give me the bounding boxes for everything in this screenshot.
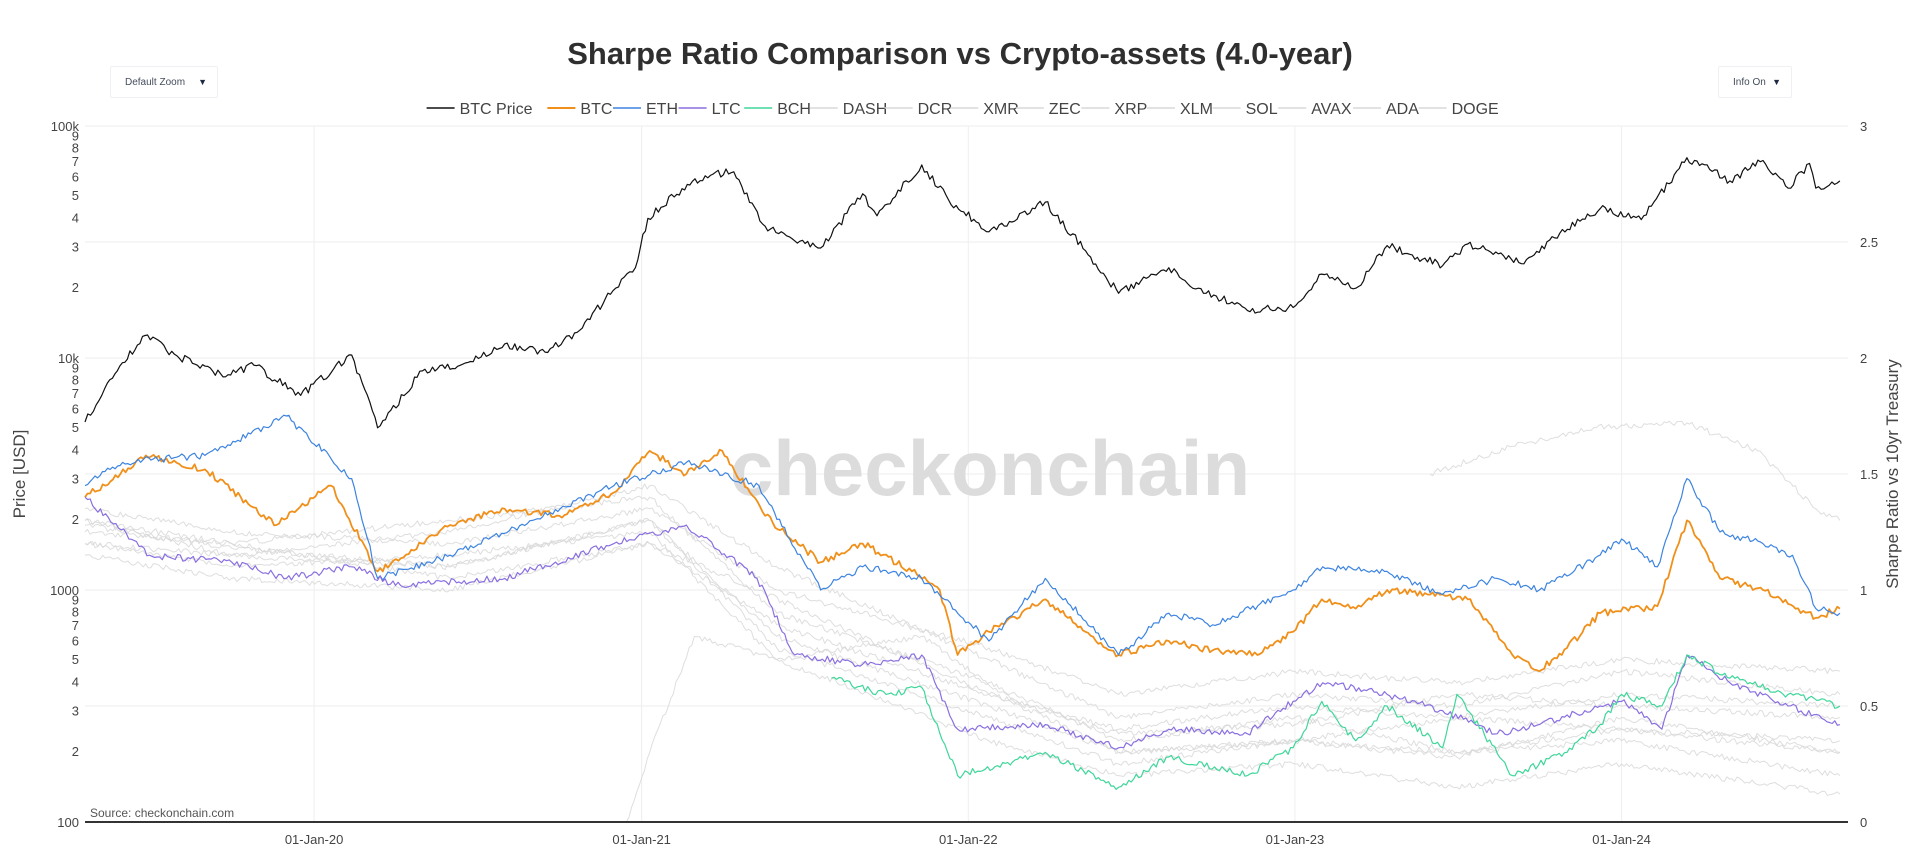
legend-label-sol: SOL [1246,101,1278,118]
legend-label-dcr: DCR [918,101,953,118]
left-minor-tick-label: 5 [72,652,79,667]
left-tick-label: 10k [58,351,79,366]
x-tick-label: 01-Jan-20 [285,832,344,847]
legend-label-doge: DOGE [1452,101,1499,118]
left-minor-tick-label: 9 [72,361,79,376]
legend-label-xlm: XLM [1180,101,1213,118]
right-tick-label: 0 [1860,815,1867,830]
left-minor-tick-label: 2 [72,280,79,295]
right-tick-label: 0.5 [1860,699,1878,714]
left-minor-tick-label: 3 [72,471,79,486]
left-minor-tick-label: 3 [72,239,79,254]
left-minor-tick-label: 6 [72,633,79,648]
x-tick-label: 01-Jan-22 [939,832,998,847]
axes: 0 0.5 1 1.5 2 2.5 3 01-Jan-20 01-Jan-21 01-Jan-22… [50,119,1878,847]
left-minor-tick-label: 2 [72,744,79,759]
left-minor-tick-label: 2 [72,512,79,527]
legend-label-dash: DASH [843,101,887,118]
series-line-sol [1429,420,1841,521]
series-line-bch [831,654,1841,790]
series-line-doge [84,541,1840,732]
left-minor-tick-label: 8 [72,372,79,387]
left-minor-tick-label: 7 [72,154,79,169]
zoom-dropdown[interactable]: Default Zoom ▼ [110,66,218,98]
series-line-dcr [84,495,1841,777]
legend-label-eth: ETH [646,101,678,118]
left-minor-tick-label: 5 [72,420,79,435]
series-line-xlm [84,518,1841,754]
left-tick-label: 100 [57,815,79,830]
series-line-xrp [84,518,1841,736]
left-minor-tick-label: 3 [72,703,79,718]
series-line-avax [625,634,1841,823]
legend: BTC Price BTC ETH LTC BCH DASH DCR XMR ZEC XRP XLM… [426,101,1499,118]
left-minor-tick-label: 9 [72,129,79,144]
x-tick-label: 01-Jan-23 [1266,832,1325,847]
left-minor-tick-label: 4 [72,674,79,689]
zoom-dropdown-label: Default Zoom [125,76,186,88]
right-tick-label: 2.5 [1860,235,1878,250]
legend-label-btc: BTC [580,101,612,118]
legend-label-xrp: XRP [1114,101,1147,118]
series-lines [84,157,1841,823]
left-minor-tick-label: 6 [72,401,79,416]
right-axis-label: Sharpe Ratio vs 10yr Treasury [1883,359,1902,589]
left-minor-tick-label: 6 [72,169,79,184]
series-line-dash [84,518,1841,766]
left-minor-tick-label: 8 [72,604,79,619]
left-minor-tick-label: 8 [72,140,79,155]
chart-title: Sharpe Ratio Comparison vs Crypto-assets… [567,36,1353,71]
x-tick-label: 01-Jan-24 [1592,832,1651,847]
legend-label-avax: AVAX [1311,101,1352,118]
series-line-ada [84,483,1841,719]
series-line-eth [84,414,1841,656]
series-line-btc [84,448,1841,673]
x-tick-label: 01-Jan-21 [612,832,671,847]
legend-label-zec: ZEC [1049,101,1081,118]
chevron-down-icon: ▼ [198,77,207,87]
right-tick-label: 3 [1860,119,1867,134]
info-dropdown[interactable]: Info On ▼ [1718,66,1792,98]
series-line-btc-price [84,157,1841,429]
left-minor-tick-label: 7 [72,386,79,401]
legend-label-bch: BCH [777,101,811,118]
left-tick-label: 1000 [50,583,79,598]
right-tick-label: 1.5 [1860,467,1878,482]
left-minor-tick-label: 5 [72,188,79,203]
left-minor-tick-label: 7 [72,618,79,633]
gridlines [85,125,1848,823]
legend-label-ada: ADA [1386,101,1419,118]
watermark: checkonchain [730,424,1250,512]
legend-label-xmr: XMR [983,101,1019,118]
legend-label-btc-price: BTC Price [460,101,533,118]
right-tick-label: 2 [1860,351,1867,366]
series-line-ltc [84,496,1841,750]
source-note: Source: checkonchain.com [90,806,234,820]
legend-label-ltc: LTC [712,101,741,118]
info-dropdown-label: Info On [1733,76,1766,88]
left-axis-label: Price [USD] [10,430,29,519]
chevron-down-icon: ▼ [1772,77,1781,87]
left-minor-tick-label: 9 [72,593,79,608]
series-line-zec [84,531,1841,796]
right-tick-label: 1 [1860,583,1867,598]
left-minor-tick-label: 4 [72,210,79,225]
series-line-xmr [84,506,1841,697]
left-minor-tick-label: 4 [72,442,79,457]
left-tick-label: 100k [51,119,80,134]
